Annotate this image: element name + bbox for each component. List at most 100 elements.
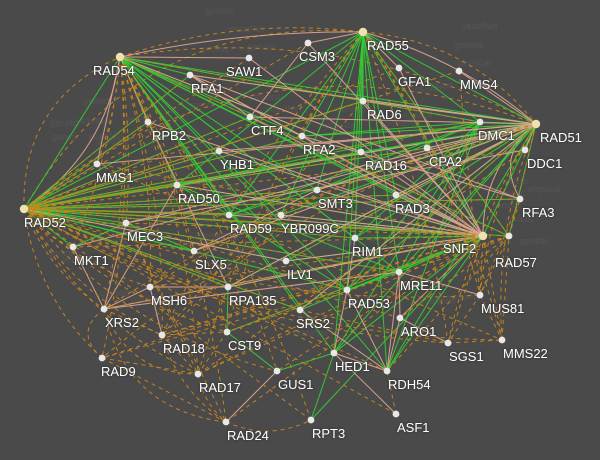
- graph-node[interactable]: [93, 160, 101, 168]
- edge-layer: [23, 27, 537, 432]
- graph-node[interactable]: [396, 314, 404, 322]
- edge-physical: [119, 56, 362, 153]
- edge-genetic: [23, 151, 362, 210]
- edge-genetic: [23, 208, 335, 354]
- graph-node[interactable]: [392, 191, 400, 199]
- edge-genetic: [197, 31, 364, 375]
- edge-genetic: [125, 222, 227, 423]
- graph-node[interactable]: [455, 67, 463, 75]
- edge-physical: [301, 135, 521, 200]
- graph-node[interactable]: [516, 195, 524, 203]
- graph-node[interactable]: [190, 247, 198, 255]
- graph-node[interactable]: [224, 283, 232, 291]
- edge-yeastnet: [276, 352, 335, 372]
- graph-node[interactable]: [69, 243, 77, 251]
- edge-genetic: [119, 47, 537, 125]
- edge-genetic: [23, 208, 278, 372]
- graph-node[interactable]: [444, 339, 452, 347]
- graph-node[interactable]: [277, 211, 285, 219]
- watermark-text: genetic: [496, 188, 526, 198]
- graph-node[interactable]: [98, 354, 106, 362]
- edge-genetic: [197, 373, 227, 423]
- graph-node[interactable]: [245, 54, 253, 62]
- graph-node[interactable]: [505, 232, 513, 240]
- node-layer[interactable]: [19, 27, 541, 426]
- edge-genetic: [23, 74, 191, 210]
- edge-physical: [386, 317, 401, 372]
- edge-physical: [316, 189, 484, 237]
- watermark-text: yeastNet: [155, 132, 191, 142]
- watermark-text: genetic: [505, 214, 535, 224]
- graph-node[interactable]: [115, 52, 125, 62]
- graph-node[interactable]: [158, 331, 166, 339]
- edge-genetic: [101, 357, 199, 375]
- graph-node[interactable]: [343, 286, 351, 294]
- edge-physical: [119, 56, 250, 59]
- graph-node[interactable]: [351, 234, 359, 242]
- graph-node[interactable]: [359, 97, 367, 105]
- graph-node[interactable]: [313, 186, 321, 194]
- edge-genetic: [225, 419, 312, 432]
- graph-node[interactable]: [423, 144, 431, 152]
- edge-genetic: [386, 370, 397, 415]
- edge-yeastnet: [310, 352, 335, 421]
- watermark-text: genetic: [292, 282, 322, 292]
- graph-node[interactable]: [282, 257, 290, 265]
- edge-yeastnet: [354, 235, 484, 239]
- edge-genetic: [23, 147, 428, 210]
- graph-node[interactable]: [531, 119, 541, 129]
- graph-node[interactable]: [498, 336, 506, 344]
- graph-node[interactable]: [225, 211, 233, 219]
- watermark-text: yeastNet: [228, 24, 264, 34]
- edge-genetic: [23, 208, 510, 237]
- edge-yeastnet: [333, 123, 537, 354]
- graph-node[interactable]: [246, 113, 254, 121]
- graph-node[interactable]: [122, 219, 130, 227]
- watermark-text: genetic: [52, 132, 82, 142]
- edge-genetic: [23, 208, 103, 359]
- graph-node[interactable]: [194, 370, 202, 378]
- graph-node[interactable]: [395, 268, 403, 276]
- edge-genetic: [447, 235, 484, 344]
- edge-yeastnet: [119, 56, 282, 216]
- graph-node[interactable]: [383, 367, 391, 375]
- graph-node[interactable]: [100, 305, 108, 313]
- graph-node[interactable]: [358, 27, 368, 37]
- edge-genetic: [161, 334, 199, 375]
- watermark-text: genetic: [214, 264, 244, 274]
- graph-node[interactable]: [395, 64, 403, 72]
- edge-genetic: [125, 222, 199, 375]
- watermark-text: genetic: [328, 238, 358, 248]
- graph-node[interactable]: [19, 204, 29, 214]
- graph-node[interactable]: [307, 416, 315, 424]
- edge-physical: [362, 31, 537, 125]
- graph-node[interactable]: [273, 367, 281, 375]
- graph-node[interactable]: [144, 118, 152, 126]
- graph-node[interactable]: [146, 283, 154, 291]
- graph-node[interactable]: [296, 306, 304, 314]
- edge-genetic: [23, 208, 195, 252]
- graph-node[interactable]: [304, 39, 312, 47]
- watermark-text: physical: [420, 80, 453, 90]
- graph-node[interactable]: [478, 231, 488, 241]
- edge-genetic: [119, 27, 364, 58]
- edge-physical: [362, 31, 400, 69]
- graph-node[interactable]: [392, 410, 400, 418]
- graph-node[interactable]: [476, 291, 484, 299]
- graph-node[interactable]: [186, 71, 194, 79]
- graph-node[interactable]: [521, 146, 529, 154]
- edge-yeastnet: [316, 31, 364, 191]
- graph-node[interactable]: [476, 118, 484, 126]
- graph-node[interactable]: [173, 181, 181, 189]
- graph-node[interactable]: [330, 349, 338, 357]
- graph-node[interactable]: [223, 328, 231, 336]
- graph-node[interactable]: [357, 148, 365, 156]
- graph-node[interactable]: [215, 147, 223, 155]
- graph-node[interactable]: [298, 132, 306, 140]
- graph-node[interactable]: [222, 418, 230, 426]
- watermark-text: yeastNet: [318, 284, 354, 294]
- edge-yeastnet: [176, 31, 364, 186]
- edge-genetic: [23, 42, 309, 210]
